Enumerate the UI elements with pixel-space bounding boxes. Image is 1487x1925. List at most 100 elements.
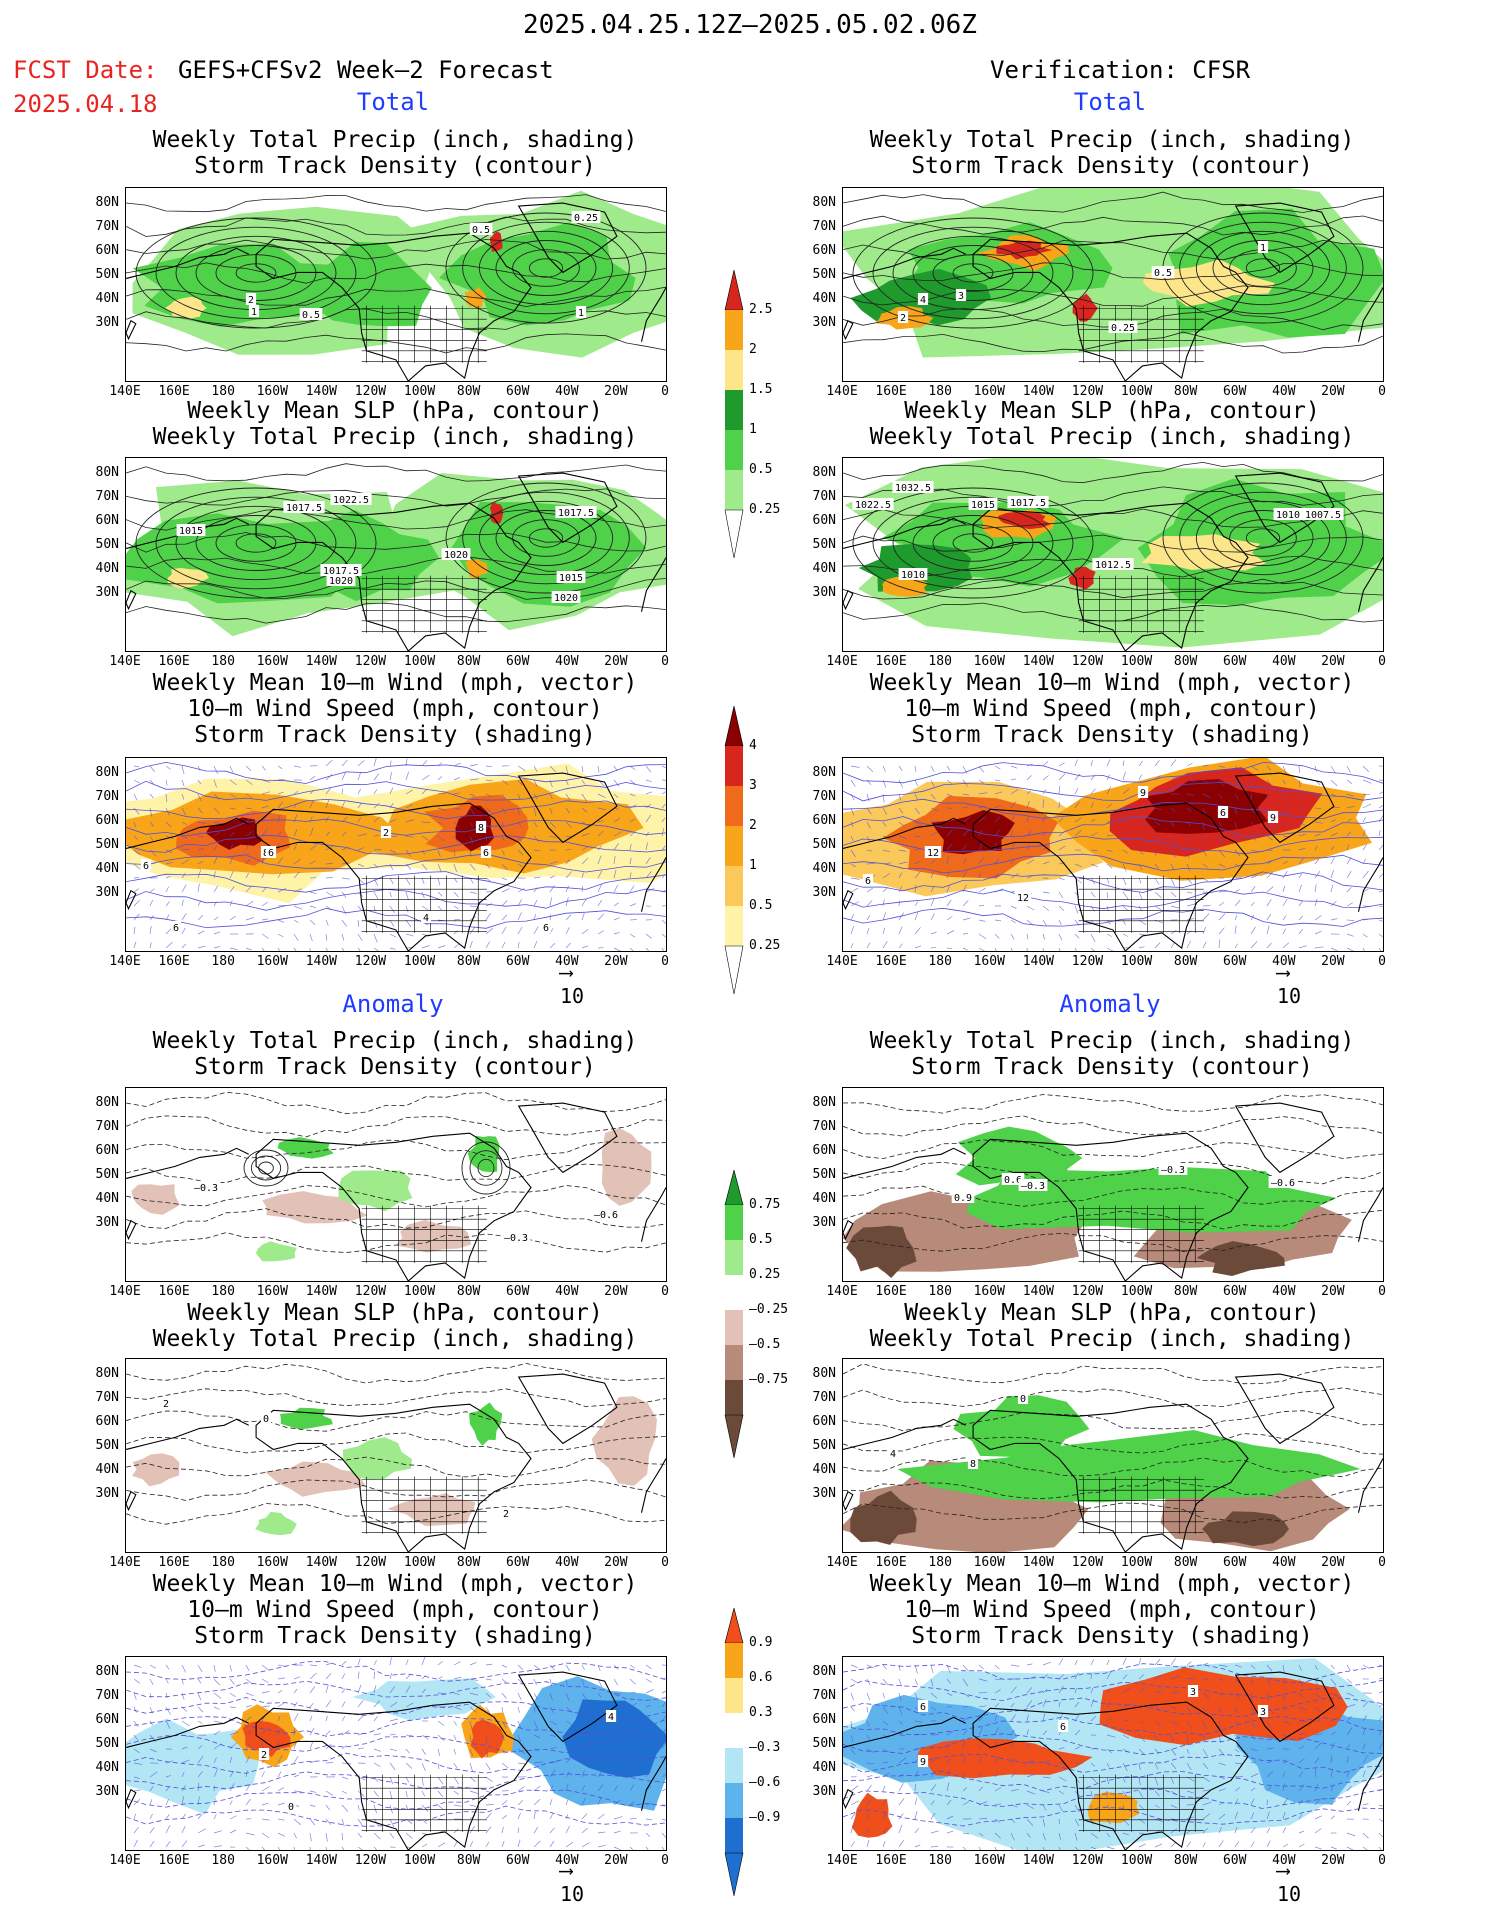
lat-tick-label: 70N: [95, 789, 119, 804]
contour-label: 1010: [901, 570, 925, 581]
lat-tick-label: 50N: [812, 537, 836, 552]
lon-tick-label: 0: [1378, 1555, 1386, 1570]
coastlines: [126, 1373, 666, 1552]
panel-title-line: 10–m Wind Speed (mph, contour): [904, 696, 1320, 722]
shade-region: [850, 1490, 917, 1545]
lat-tick-label: 30N: [95, 1784, 119, 1799]
contour-label: 0: [288, 1802, 294, 1813]
lon-tick-label: 20W: [604, 654, 628, 669]
lat-tick-label: 40N: [812, 1191, 836, 1206]
lon-tick-label: 160W: [256, 1555, 288, 1570]
lon-tick-label: 160E: [158, 1555, 190, 1570]
lon-tick-label: 80W: [456, 1284, 481, 1299]
lon-tick-label: 160W: [973, 384, 1005, 399]
contour-label: 1015: [971, 500, 995, 511]
lat-tick-label: 80N: [812, 1366, 836, 1381]
lat-tick-label: 80N: [95, 1366, 119, 1381]
vector-ref-value: 10: [1277, 1882, 1302, 1906]
colorbar-tick-label: –0.75: [749, 1372, 789, 1387]
left-total_precip-map: 0.5 2 1 0.5 0.25 1: [125, 187, 667, 382]
shading-layer: [131, 1127, 652, 1262]
panel-title-line: Storm Track Density (shading): [911, 722, 1313, 748]
lat-tick-label: 30N: [95, 315, 119, 330]
contour-label: 3: [1190, 1687, 1196, 1698]
contour-label: 1032.5: [895, 483, 931, 494]
colorbar-tick-label: 0.6: [749, 1670, 773, 1685]
lon-tick-label: 160E: [875, 384, 907, 399]
right-anom_slp-title: Weekly Mean SLP (hPa, contour) Weekly Tot…: [832, 1300, 1392, 1352]
contour-label: 0.6: [1004, 1175, 1022, 1186]
colorbar-tick-label: –0.9: [749, 1810, 781, 1825]
contour-label: 1022.5: [855, 500, 891, 511]
lat-tick-label: 60N: [95, 1712, 119, 1727]
lon-tick-label: 40W: [1272, 1555, 1296, 1570]
shade-region: [1202, 1511, 1289, 1547]
lat-tick-label: 50N: [95, 837, 119, 852]
contour-label: –0.6: [1271, 1178, 1295, 1189]
contour-label: 0.5: [472, 225, 490, 236]
lat-tick-label: 40N: [95, 561, 119, 576]
coastlines: [843, 202, 1383, 381]
lat-tick-label: 70N: [812, 489, 836, 504]
lon-tick-label: 60W: [1222, 1284, 1247, 1299]
shade-region: [455, 805, 495, 852]
contour-label: 6: [268, 848, 274, 859]
lon-tick-label: 160E: [875, 1284, 907, 1299]
shade-region: [342, 1437, 412, 1480]
lon-tick-label: 80W: [1173, 654, 1198, 669]
lon-tick-label: 0: [661, 954, 669, 969]
lon-tick-label: 180: [928, 654, 952, 669]
panel-title-line: Weekly Total Precip (inch, shading): [869, 127, 1355, 153]
lon-tick-label: 120W: [354, 954, 387, 969]
lon-tick-label: 160W: [256, 1284, 288, 1299]
us-state-grid: [361, 305, 487, 363]
lat-tick-label: 60N: [812, 813, 836, 828]
lon-tick-label: 100W: [1120, 1555, 1153, 1570]
shade-region: [846, 1225, 917, 1278]
lon-tick-label: 40W: [1272, 384, 1296, 399]
lon-tick-label: 140W: [1022, 384, 1055, 399]
coastlines: [126, 772, 666, 951]
us-state-grid: [1078, 1476, 1204, 1534]
panel-title-line: Weekly Mean SLP (hPa, contour): [187, 1300, 603, 1326]
lon-tick-label: 140E: [826, 1555, 858, 1570]
lat-tick-label: 80N: [812, 1664, 836, 1679]
panel-title-line: 10–m Wind Speed (mph, contour): [904, 1597, 1320, 1623]
lat-tick-label: 40N: [95, 861, 119, 876]
lat-tick-label: 40N: [95, 1191, 119, 1206]
lon-tick-label: 180: [211, 1853, 235, 1868]
lon-tick-label: 140E: [109, 1555, 141, 1570]
lon-tick-label: 80W: [456, 954, 481, 969]
lon-tick-label: 100W: [403, 654, 436, 669]
contour-label: 0.5: [302, 310, 320, 321]
colorbar-tick-label: 1: [749, 858, 757, 873]
contour-label: 6: [1220, 808, 1226, 819]
lon-tick-label: 140E: [826, 384, 858, 399]
lon-tick-label: 120W: [354, 654, 387, 669]
vector-ref-value: 10: [560, 984, 585, 1008]
lon-tick-label: 180: [211, 1284, 235, 1299]
coastlines: [843, 1102, 1383, 1281]
lon-tick-label: 180: [928, 1555, 952, 1570]
lat-tick-label: 60N: [95, 1143, 119, 1158]
shading-layer: [132, 1396, 657, 1536]
lon-tick-label: 120W: [354, 1555, 387, 1570]
lat-tick-label: 60N: [812, 1143, 836, 1158]
panel-title-line: Weekly Total Precip (inch, shading): [152, 424, 638, 450]
lon-tick-label: 80W: [456, 384, 481, 399]
lon-tick-label: 120W: [354, 384, 387, 399]
lon-tick-label: 160W: [973, 1284, 1005, 1299]
lon-tick-label: 140W: [1022, 954, 1055, 969]
right-anom_wind-title: Weekly Mean 10–m Wind (mph, vector) 10–m …: [832, 1571, 1392, 1649]
lon-tick-label: 140W: [1022, 1284, 1055, 1299]
contour-label: 1012.5: [1095, 560, 1131, 571]
panel-title-line: Weekly Mean SLP (hPa, contour): [187, 398, 603, 424]
lon-tick-label: 60W: [1222, 384, 1247, 399]
shade-region: [1168, 208, 1383, 338]
lon-tick-label: 20W: [1321, 1555, 1345, 1570]
lon-tick-label: 160E: [158, 1284, 190, 1299]
lon-tick-label: 140E: [109, 1853, 141, 1868]
colorbar-tick-label: 0.3: [749, 1705, 773, 1720]
lat-tick-label: 30N: [812, 315, 836, 330]
colorbar-tick-label: 0.5: [749, 898, 773, 913]
